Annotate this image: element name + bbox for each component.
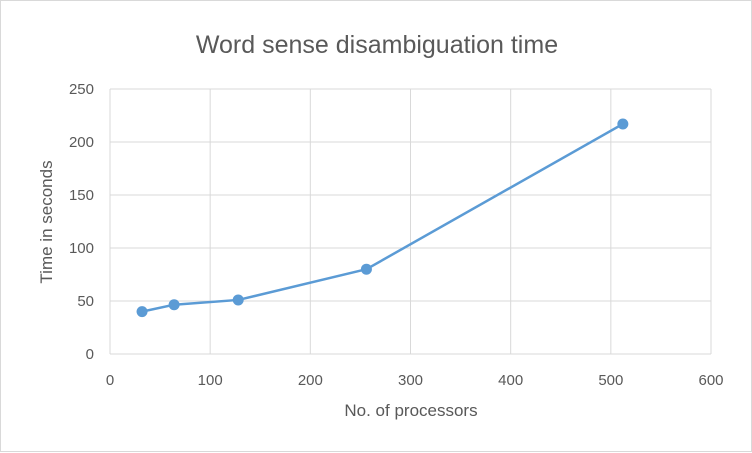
y-tick-label: 250 <box>69 81 94 98</box>
series-layer <box>136 118 629 318</box>
x-tick-label: 500 <box>598 372 623 389</box>
y-tick-label: 100 <box>69 240 94 257</box>
x-tick-label: 200 <box>298 372 323 389</box>
y-tick-label: 150 <box>69 187 94 204</box>
x-tick-label: 300 <box>398 372 423 389</box>
data-point <box>232 294 244 306</box>
x-axis-title: No. of processors <box>344 401 477 420</box>
x-tick-label: 600 <box>698 372 723 389</box>
data-point <box>136 306 148 318</box>
y-tick-label: 200 <box>69 134 94 151</box>
series-line <box>140 122 625 313</box>
chart-title: Word sense disambiguation time <box>196 31 558 59</box>
y-tick-label: 0 <box>86 346 94 363</box>
y-axis-title: Time in seconds <box>37 160 56 283</box>
x-tick-label: 0 <box>106 372 114 389</box>
y-tick-label: 50 <box>77 293 94 310</box>
x-tick-label: 100 <box>198 372 223 389</box>
x-tick-label: 400 <box>498 372 523 389</box>
data-point <box>617 118 629 130</box>
data-point <box>168 299 180 311</box>
data-point <box>360 263 372 275</box>
tick-labels: 0 50 100 150 200 250 0 100 200 300 400 500 600 <box>69 81 724 389</box>
